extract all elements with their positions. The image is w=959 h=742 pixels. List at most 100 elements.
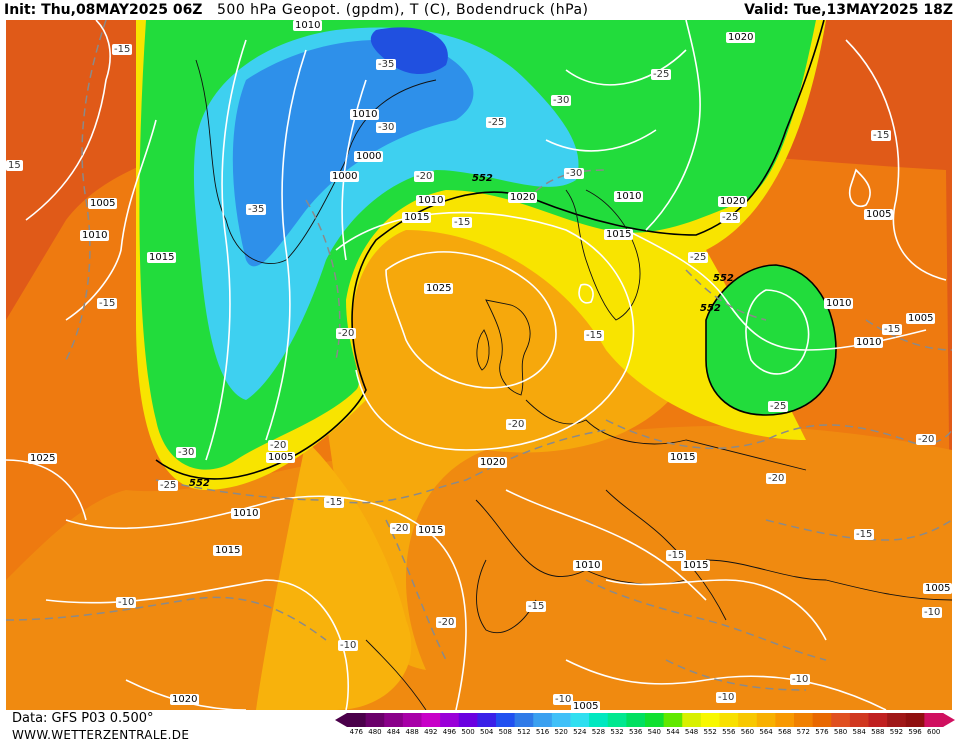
- isotherm-label: -10: [338, 640, 359, 651]
- scale-tick-label: 484: [386, 728, 401, 736]
- scale-tick-label: 556: [722, 728, 736, 736]
- color-scale-bar: [335, 713, 955, 727]
- isotherm-label: -15: [526, 601, 547, 612]
- isobar-label: 1015: [402, 212, 432, 223]
- scale-swatch: [589, 713, 609, 727]
- isobar-label: 1020: [726, 32, 756, 43]
- scale-tick-label: 524: [573, 728, 587, 736]
- isotherm-label: -30: [551, 95, 572, 106]
- isobar-label: 1000: [354, 151, 384, 162]
- geopot-552-line: [155, 20, 825, 480]
- scale-swatch: [775, 713, 795, 727]
- field-orange-south: [6, 425, 952, 710]
- isotherm-label: -10: [790, 674, 811, 685]
- isobar-label: 1010: [416, 195, 446, 206]
- scale-tick-label: 504: [480, 728, 494, 736]
- isotherm-label: -20: [766, 473, 787, 484]
- isobar-label: 1010: [231, 508, 261, 519]
- geopot-label: 552: [472, 173, 493, 184]
- scale-tick-label: 564: [759, 728, 773, 736]
- scale-tick-label: 576: [815, 728, 829, 736]
- scale-swatch: [663, 713, 683, 727]
- scale-swatch: [905, 713, 925, 727]
- isotherm-label: -10: [553, 694, 574, 705]
- data-source: Data: GFS P03 0.500°: [12, 711, 154, 726]
- isotherm-label: -30: [376, 122, 397, 133]
- isobar-label: 1020: [170, 694, 200, 705]
- isobars: [6, 20, 947, 710]
- isobar-label: 1000: [330, 171, 360, 182]
- scale-swatch: [645, 713, 665, 727]
- map-canvas: [6, 20, 952, 710]
- scale-swatch: [514, 713, 534, 727]
- scale-swatch: [756, 713, 776, 727]
- scale-tick-label: 548: [684, 728, 699, 736]
- field-ridge-south: [256, 440, 412, 710]
- geopot-label: 552: [700, 303, 721, 314]
- scale-swatch: [477, 713, 497, 727]
- scale-swatch: [607, 713, 627, 727]
- scale-swatch: [738, 713, 758, 727]
- scale-arrow-right: [943, 713, 955, 727]
- isotherm-label: -20: [414, 171, 435, 182]
- scale-swatch: [402, 713, 422, 727]
- scale-tick-label: 508: [498, 728, 512, 736]
- scale-tick-label: 544: [666, 728, 680, 736]
- isotherm-label: -20: [336, 328, 357, 339]
- isotherm-label: -15: [452, 217, 473, 228]
- isotherm-label: -20: [268, 440, 289, 451]
- isobar-label: 1025: [424, 283, 454, 294]
- geopot-label: 552: [189, 478, 210, 489]
- scale-swatch: [551, 713, 571, 727]
- scale-tick-label: 568: [778, 728, 792, 736]
- isotherm-label: -20: [436, 617, 457, 628]
- isotherm-label: -10: [922, 607, 943, 618]
- scale-swatch: [440, 713, 460, 727]
- isobar-label: 1020: [478, 457, 508, 468]
- scale-tick-label: 512: [517, 728, 531, 736]
- isotherm-label: -25: [158, 480, 179, 491]
- scale-tick-label: 552: [703, 728, 717, 736]
- isotherm-label: -30: [176, 447, 197, 458]
- scale-tick-label: 516: [535, 728, 550, 736]
- color-scale-ticks: 476 480 484 488 492 496 500 504 508 512 516 520 524 5…: [335, 728, 955, 738]
- isotherm-label: -10: [716, 692, 737, 703]
- isobar-label: 1015: [147, 252, 177, 263]
- isotherm-label: -15: [666, 550, 687, 561]
- scale-tick-label: 584: [852, 728, 866, 736]
- scale-swatch: [868, 713, 888, 727]
- scale-tick-label: 596: [908, 728, 922, 736]
- isotherm-label: -30: [564, 168, 585, 179]
- isobar-label: 1005: [923, 583, 952, 594]
- isobar-label: 1005: [88, 198, 118, 209]
- scale-swatch: [496, 713, 516, 727]
- valid-time: Valid: Tue,13MAY2025 18Z: [744, 2, 953, 18]
- field-cutoff-low: [705, 264, 837, 416]
- isobar-label: 1010: [824, 298, 854, 309]
- isotherm-label: -25: [688, 252, 709, 263]
- isobar-label: 1005: [571, 701, 601, 710]
- coastlines: [195, 59, 952, 710]
- weather-map: 1010 1010 1000 1000 1005 1010 1015 1015 …: [6, 20, 952, 710]
- scale-swatch: [924, 713, 944, 727]
- init-time: Init: Thu,08MAY2025 06Z: [4, 2, 203, 18]
- scale-swatch: [421, 713, 441, 727]
- isotherm-label: -25: [486, 117, 507, 128]
- isotherm-label: -15: [871, 130, 892, 141]
- isotherm-label: -25: [651, 69, 672, 80]
- isotherm-label: -20: [390, 523, 411, 534]
- chart-title: 500 hPa Geopot. (gpdm), T (C), Bodendruc…: [217, 2, 589, 18]
- scale-tick-label: 572: [796, 728, 810, 736]
- scale-tick-label: 588: [871, 728, 885, 736]
- scale-tick-label: 496: [442, 728, 457, 736]
- scale-swatch: [384, 713, 404, 727]
- scale-tick-label: 580: [833, 728, 848, 736]
- isotherm-label: -15: [97, 298, 118, 309]
- isotherm-label: -15: [882, 324, 903, 335]
- scale-tick-label: 592: [889, 728, 904, 736]
- isotherm-label: -15: [584, 330, 605, 341]
- isobar-label: 1015: [213, 545, 243, 556]
- isotherm-label: -15: [112, 44, 133, 55]
- isotherm-label: -15: [324, 497, 345, 508]
- isobar-label: 1020: [508, 192, 538, 203]
